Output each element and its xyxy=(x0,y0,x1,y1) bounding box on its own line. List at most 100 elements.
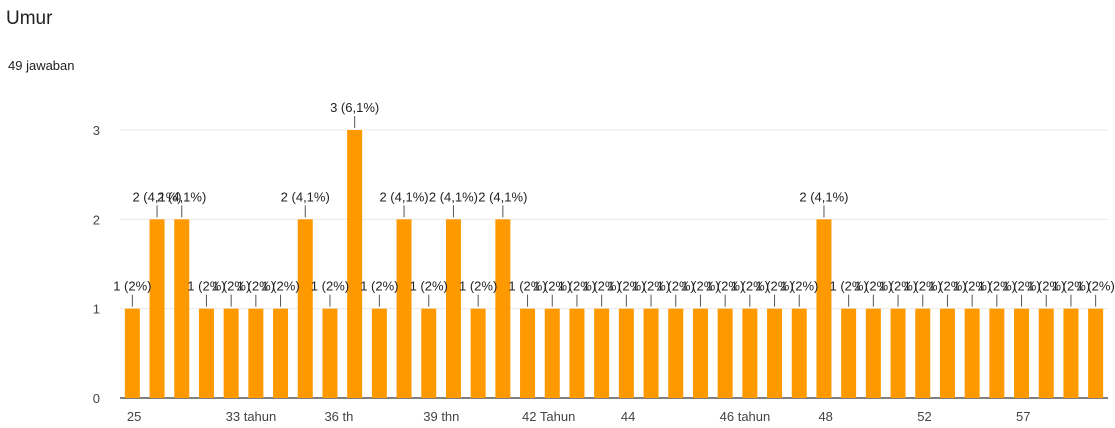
bar xyxy=(124,308,140,398)
x-tick-label: 33 tahun xyxy=(226,409,277,424)
y-axis-ticks: 0 1 2 3 xyxy=(93,123,100,406)
bar xyxy=(223,308,239,398)
bar-label: 1 (2%) xyxy=(681,279,719,294)
bar-label: 1 (2%) xyxy=(311,279,349,294)
x-tick-label: 25 xyxy=(127,409,141,424)
bar xyxy=(742,308,758,398)
x-tick-label: 52 xyxy=(917,409,931,424)
bar xyxy=(445,219,461,398)
bar-label: 1 (2%) xyxy=(632,279,670,294)
bar-label: 2 (4,1%) xyxy=(799,189,848,204)
bar xyxy=(322,308,338,398)
y-tick-label: 1 xyxy=(93,302,100,317)
bar xyxy=(791,308,807,398)
bar-label: 1 (2%) xyxy=(706,279,744,294)
bar xyxy=(569,308,585,398)
y-tick-label: 0 xyxy=(93,391,100,406)
bar-label: 1 (2%) xyxy=(459,279,497,294)
bar xyxy=(643,308,659,398)
bar-label: 1 (2%) xyxy=(113,279,151,294)
bar xyxy=(1014,308,1030,398)
bar-label: 1 (2%) xyxy=(360,279,398,294)
x-tick-label: 57 xyxy=(1016,409,1030,424)
bar-label: 1 (2%) xyxy=(978,279,1016,294)
bar-label: 1 (2%) xyxy=(1077,279,1115,294)
bar-label: 1 (2%) xyxy=(583,279,621,294)
bar-label: 2 (4,1%) xyxy=(157,189,206,204)
x-tick-label: 36 th xyxy=(324,409,353,424)
bar xyxy=(767,308,783,398)
bar xyxy=(198,308,214,398)
bar-label: 1 (2%) xyxy=(261,279,299,294)
bar-label: 1 (2%) xyxy=(508,279,546,294)
bar-label: 1 (2%) xyxy=(830,279,868,294)
bar xyxy=(273,308,289,398)
bar xyxy=(347,130,363,398)
bar xyxy=(248,308,264,398)
bar xyxy=(594,308,610,398)
bar xyxy=(149,219,165,398)
y-tick-label: 2 xyxy=(93,212,100,227)
bar-label: 1 (2%) xyxy=(1027,279,1065,294)
bar-label: 1 (2%) xyxy=(731,279,769,294)
bar xyxy=(421,308,437,398)
bar xyxy=(964,308,980,398)
bar xyxy=(890,308,906,398)
bar xyxy=(495,219,511,398)
response-count: 49 jawaban xyxy=(8,58,75,73)
bar-label: 1 (2%) xyxy=(607,279,645,294)
bar xyxy=(915,308,931,398)
bar xyxy=(841,308,857,398)
x-tick-label: 42 Tahun xyxy=(522,409,575,424)
bar-label: 1 (2%) xyxy=(854,279,892,294)
bar xyxy=(1063,308,1079,398)
bar-label: 1 (2%) xyxy=(904,279,942,294)
grid-lines xyxy=(120,129,1108,399)
bar-label: 1 (2%) xyxy=(953,279,991,294)
bar-label: 1 (2%) xyxy=(410,279,448,294)
y-tick-label: 3 xyxy=(93,123,100,138)
bar-label: 1 (2%) xyxy=(187,279,225,294)
x-tick-label: 44 xyxy=(621,409,635,424)
bar-label: 2 (4,1%) xyxy=(478,189,527,204)
bar-label: 1 (2%) xyxy=(1002,279,1040,294)
bar-label: 2 (4,1%) xyxy=(281,189,330,204)
x-axis-ticks: 25 33 tahun 36 th 39 thn 42 Tahun 44 46 tahun 4… xyxy=(127,409,1031,424)
bar xyxy=(989,308,1005,398)
bar xyxy=(865,308,881,398)
bar xyxy=(520,308,536,398)
bar-label: 1 (2%) xyxy=(558,279,596,294)
bar xyxy=(297,219,313,398)
bar-labels: 1 (2%)2 (4,1%)2 (4,1%)1 (2%)1 (2%)1 (2%)… xyxy=(113,100,1115,307)
x-tick-label: 48 xyxy=(818,409,832,424)
bar xyxy=(470,308,486,398)
bar-label: 1 (2%) xyxy=(755,279,793,294)
bar-label: 1 (2%) xyxy=(879,279,917,294)
bar xyxy=(668,308,684,398)
bar-label: 1 (2%) xyxy=(212,279,250,294)
bar-label: 2 (4,1%) xyxy=(132,189,181,204)
bars xyxy=(124,130,1104,398)
bar-label: 2 (4,1%) xyxy=(379,189,428,204)
bar-label: 1 (2%) xyxy=(1052,279,1090,294)
bar-label: 1 (2%) xyxy=(928,279,966,294)
bar-label: 1 (2%) xyxy=(237,279,275,294)
bar xyxy=(396,219,412,398)
bar-label: 1 (2%) xyxy=(533,279,571,294)
x-tick-label: 39 thn xyxy=(423,409,459,424)
bar xyxy=(692,308,708,398)
bar xyxy=(371,308,387,398)
bar-label: 1 (2%) xyxy=(657,279,695,294)
bar-label: 3 (6,1%) xyxy=(330,100,379,115)
bar xyxy=(1038,308,1054,398)
bar xyxy=(618,308,634,398)
bar xyxy=(816,219,832,398)
x-tick-label: 46 tahun xyxy=(720,409,771,424)
bar-label: 1 (2%) xyxy=(780,279,818,294)
bar xyxy=(174,219,190,398)
bar xyxy=(717,308,733,398)
bar xyxy=(544,308,560,398)
bar-label: 2 (4,1%) xyxy=(429,189,478,204)
bar xyxy=(939,308,955,398)
